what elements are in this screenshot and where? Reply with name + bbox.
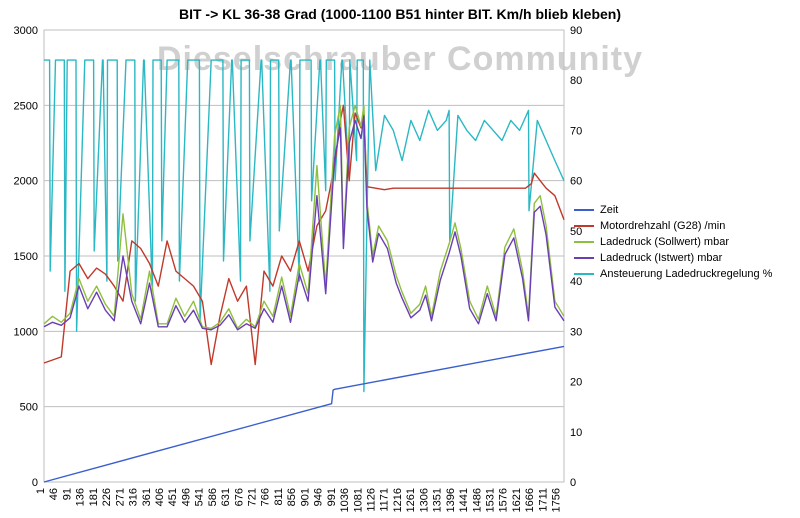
svg-text:20: 20 (570, 377, 582, 389)
svg-text:451: 451 (167, 488, 179, 506)
svg-text:1486: 1486 (471, 488, 483, 512)
svg-text:1756: 1756 (551, 488, 563, 512)
svg-text:226: 226 (101, 488, 113, 506)
legend-swatch (574, 273, 594, 275)
svg-text:1500: 1500 (14, 251, 38, 263)
svg-text:1306: 1306 (418, 488, 430, 512)
svg-text:0: 0 (32, 477, 38, 489)
svg-text:316: 316 (128, 488, 140, 506)
svg-text:541: 541 (194, 488, 206, 506)
legend-item: Ladedruck (Sollwert) mbar (574, 236, 772, 248)
legend-label: Ladedruck (Sollwert) mbar (600, 236, 729, 248)
chart-title: BIT -> KL 36-38 Grad (1000-1100 B51 hint… (0, 6, 800, 22)
svg-text:1216: 1216 (392, 488, 404, 512)
legend-label: Zeit (600, 204, 618, 216)
svg-text:361: 361 (141, 488, 153, 506)
svg-text:1000: 1000 (14, 326, 38, 338)
svg-text:676: 676 (233, 488, 245, 506)
svg-text:406: 406 (154, 488, 166, 506)
svg-text:2000: 2000 (14, 176, 38, 188)
svg-text:496: 496 (180, 488, 192, 506)
legend-item: Ansteuerung Ladedruckregelung % (574, 268, 772, 280)
svg-text:1: 1 (35, 488, 47, 494)
svg-text:30: 30 (570, 326, 582, 338)
legend-item: Zeit (574, 204, 772, 216)
svg-text:1621: 1621 (511, 488, 523, 512)
svg-text:1171: 1171 (379, 488, 391, 512)
svg-text:631: 631 (220, 488, 232, 506)
svg-text:721: 721 (247, 488, 259, 506)
svg-text:0: 0 (570, 477, 576, 489)
svg-text:181: 181 (88, 488, 100, 506)
legend-label: Ansteuerung Ladedruckregelung % (600, 268, 772, 280)
svg-text:60: 60 (570, 176, 582, 188)
svg-text:90: 90 (570, 25, 582, 37)
svg-text:1126: 1126 (366, 488, 378, 512)
legend-label: Ladedruck (Istwert) mbar (600, 252, 722, 264)
svg-text:991: 991 (326, 488, 338, 506)
svg-text:80: 80 (570, 75, 582, 87)
svg-text:1081: 1081 (352, 488, 364, 512)
legend-swatch (574, 257, 594, 259)
svg-text:46: 46 (48, 488, 60, 500)
svg-text:1351: 1351 (432, 488, 444, 512)
svg-text:3000: 3000 (14, 25, 38, 37)
legend-swatch (574, 209, 594, 211)
svg-text:91: 91 (61, 488, 73, 500)
legend-label: Motordrehzahl (G28) /min (600, 220, 725, 232)
svg-text:1576: 1576 (498, 488, 510, 512)
svg-text:1036: 1036 (339, 488, 351, 512)
svg-text:136: 136 (75, 488, 87, 506)
svg-text:586: 586 (207, 488, 219, 506)
svg-text:901: 901 (299, 488, 311, 506)
svg-text:1666: 1666 (524, 488, 536, 512)
legend-item: Motordrehzahl (G28) /min (574, 220, 772, 232)
legend-swatch (574, 241, 594, 243)
svg-text:500: 500 (20, 402, 38, 414)
svg-text:766: 766 (260, 488, 272, 506)
legend-swatch (574, 225, 594, 227)
chart-plot-area: 0500100015002000250030000102030405060708… (4, 24, 604, 516)
svg-text:1711: 1711 (537, 488, 549, 512)
svg-text:1261: 1261 (405, 488, 417, 512)
svg-text:10: 10 (570, 427, 582, 439)
svg-text:811: 811 (273, 488, 285, 506)
svg-text:70: 70 (570, 125, 582, 137)
svg-text:1531: 1531 (484, 488, 496, 512)
svg-text:1396: 1396 (445, 488, 457, 512)
svg-text:856: 856 (286, 488, 298, 506)
legend: Zeit Motordrehzahl (G28) /min Ladedruck (S… (574, 200, 772, 284)
svg-text:2500: 2500 (14, 100, 38, 112)
legend-item: Ladedruck (Istwert) mbar (574, 252, 772, 264)
svg-text:946: 946 (313, 488, 325, 506)
svg-text:1441: 1441 (458, 488, 470, 512)
svg-text:271: 271 (114, 488, 126, 506)
